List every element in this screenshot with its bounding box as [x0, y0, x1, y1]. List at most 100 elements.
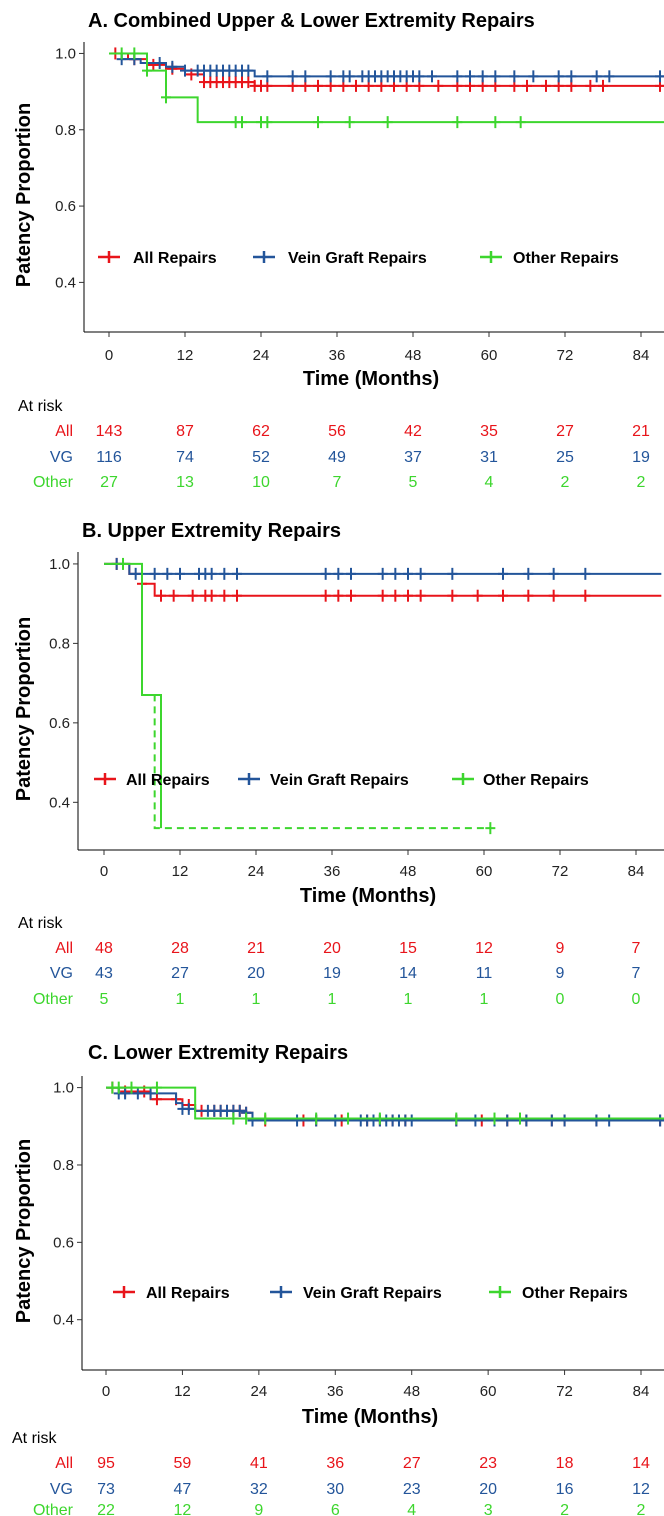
censor-mark-vg	[427, 70, 437, 82]
y-tick-label: 0.4	[53, 1312, 74, 1329]
at-risk-value: 4	[407, 1502, 416, 1516]
at-risk-value: 143	[96, 423, 123, 440]
chart-title: C. Lower Extremity Repairs	[88, 1042, 348, 1064]
at-risk-value: 19	[323, 965, 341, 982]
censor-mark-all	[169, 590, 179, 602]
censor-mark-vg	[414, 70, 424, 82]
at-risk-value: 3	[484, 1502, 493, 1516]
y-tick-label: 0.8	[49, 635, 70, 652]
x-tick-label: 84	[628, 863, 645, 880]
y-tick-label: 0.6	[49, 715, 70, 732]
censor-mark-all	[585, 80, 595, 92]
at-risk-value: 5	[409, 474, 418, 491]
x-tick-label: 12	[174, 1383, 191, 1400]
censor-mark-vg	[219, 568, 229, 580]
censor-mark-other	[262, 116, 272, 128]
censor-mark-vg	[333, 568, 343, 580]
censor-mark-vg	[120, 1087, 130, 1099]
censor-mark-other	[311, 1113, 321, 1125]
censor-mark-vg	[470, 1114, 480, 1126]
x-tick-label: 0	[105, 347, 113, 364]
censor-mark-vg	[566, 70, 576, 82]
x-tick-label: 48	[403, 1383, 420, 1400]
x-tick-label: 60	[476, 863, 493, 880]
at-risk-value: 59	[174, 1455, 192, 1472]
censor-mark-vg	[498, 568, 508, 580]
censor-mark-other	[490, 1113, 500, 1125]
censor-mark-all	[188, 590, 198, 602]
censor-mark-vg	[592, 70, 602, 82]
y-tick-label: 1.0	[53, 1080, 74, 1097]
x-tick-label: 36	[324, 863, 341, 880]
x-tick-label: 0	[102, 1383, 110, 1400]
x-tick-label: 84	[633, 347, 650, 364]
at-risk-value: 27	[403, 1455, 421, 1472]
at-risk-value: 1	[480, 991, 489, 1008]
legend-item-all: All Repairs	[98, 250, 217, 267]
censor-mark-other	[260, 1113, 270, 1125]
at-risk-value: 35	[480, 423, 498, 440]
censor-mark-other	[515, 1113, 525, 1125]
at-risk-value: 14	[399, 965, 417, 982]
censor-mark-vg	[162, 568, 172, 580]
censor-mark-vg	[378, 568, 388, 580]
legend-item-other: Other Repairs	[489, 1285, 628, 1302]
legend: All Repairs Vein Graft Repairs Other Repai…	[98, 250, 619, 267]
censor-mark-all	[313, 80, 323, 92]
x-tick-label: 60	[480, 1383, 497, 1400]
censor-mark-vg	[300, 70, 310, 82]
censor-mark-all	[403, 590, 413, 602]
censor-mark-all	[473, 590, 483, 602]
censor-mark-all	[219, 590, 229, 602]
censor-mark-other	[129, 47, 139, 59]
series-vg	[106, 1087, 664, 1126]
x-axis-title: Time (Months)	[300, 885, 436, 907]
censor-mark-vg	[292, 1114, 302, 1126]
at-risk-value: 18	[556, 1455, 574, 1472]
censor-mark-other	[241, 1113, 251, 1125]
series-other	[109, 47, 664, 128]
censor-mark-all	[541, 80, 551, 92]
at-risk-value: 28	[171, 940, 189, 957]
legend: All Repairs Vein Graft Repairs Other Repai…	[113, 1285, 628, 1302]
censor-mark-other	[161, 91, 171, 103]
at-risk-value: 4	[485, 474, 494, 491]
at-risk-value: 23	[403, 1481, 421, 1498]
legend-label: Vein Graft Repairs	[303, 1285, 442, 1302]
at-risk-row-label: Other	[33, 474, 74, 491]
censor-mark-vg	[150, 568, 160, 580]
censor-mark-all	[390, 590, 400, 602]
series-vg	[104, 558, 661, 580]
at-risk-value: 36	[326, 1455, 344, 1472]
at-risk-header: At risk	[18, 915, 63, 932]
y-tick-label: 0.6	[55, 198, 76, 215]
at-risk-value: 9	[254, 1502, 263, 1516]
censor-mark-vg	[604, 70, 614, 82]
censor-mark-other	[343, 1113, 353, 1125]
at-risk-value: 20	[323, 940, 341, 957]
at-risk-value: 23	[479, 1455, 497, 1472]
x-tick-label: 36	[329, 347, 346, 364]
legend-item-vg: Vein Graft Repairs	[238, 772, 409, 789]
x-tick-label: 24	[253, 347, 270, 364]
x-axis-title: Time (Months)	[302, 1406, 438, 1428]
at-risk-row-other: Other 5 1 1 1 1 1 0 0	[33, 991, 641, 1008]
at-risk-value: 7	[632, 940, 641, 957]
censor-mark-all	[580, 590, 590, 602]
at-risk-value: 7	[333, 474, 342, 491]
legend-label: Other Repairs	[522, 1285, 628, 1302]
censor-mark-vg	[133, 1087, 143, 1099]
legend-label: Vein Graft Repairs	[270, 772, 409, 789]
censor-mark-vg	[478, 70, 488, 82]
legend-label: All Repairs	[126, 772, 210, 789]
at-risk-header: At risk	[18, 398, 63, 415]
at-risk-row-label: All	[55, 423, 73, 440]
censor-mark-vg	[416, 568, 426, 580]
censor-mark-other	[228, 1113, 238, 1125]
legend-item-vg: Vein Graft Repairs	[253, 250, 427, 267]
at-risk-row-vg: VG 43 27 20 19 14 11 9 7	[50, 965, 641, 982]
at-risk-value: 47	[174, 1481, 192, 1498]
legend-label: Other Repairs	[483, 772, 589, 789]
censor-mark-all	[333, 590, 343, 602]
chart-title: B. Upper Extremity Repairs	[82, 520, 341, 542]
